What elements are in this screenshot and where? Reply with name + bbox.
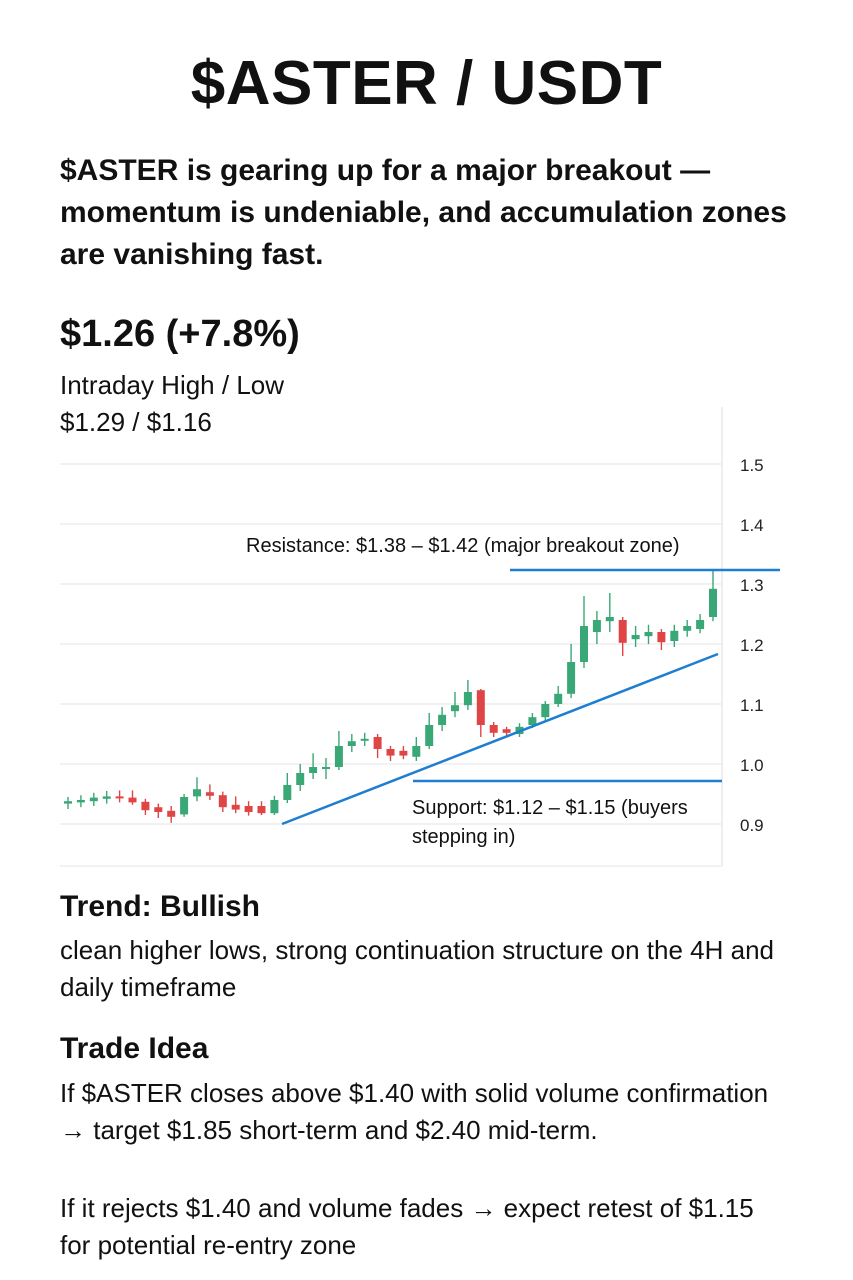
candle-body [360, 738, 369, 741]
candle-body [463, 692, 472, 706]
candle-body [102, 796, 111, 799]
candle-body [296, 773, 305, 785]
candle-body [541, 704, 550, 718]
candle-body [257, 806, 266, 814]
candle-body [605, 617, 614, 622]
candle-body [154, 807, 163, 812]
y-tick-label: 1.4 [740, 516, 764, 535]
candle-body [167, 810, 176, 817]
candle-body [334, 746, 343, 767]
support-annotation-line1: Support: $1.12 – $1.15 (buyers [412, 797, 688, 819]
candle-body [554, 693, 563, 704]
candle-body [489, 725, 498, 733]
candle-body [412, 746, 421, 757]
candle-body [141, 801, 150, 811]
candle-body [205, 792, 214, 796]
candle-body [567, 662, 576, 694]
candle-body [76, 800, 85, 803]
intraday-range-label: Intraday High / Low [60, 370, 285, 400]
candle-body [528, 717, 537, 725]
trend-heading: Trend: Bullish [60, 890, 261, 923]
grid: 0.9 1.0 1.1 1.2 1.3 1.4 1.5 [60, 407, 764, 867]
candle-body [283, 785, 292, 800]
candle-body [399, 750, 408, 756]
y-tick-label: 1.5 [740, 456, 764, 475]
candle-body [373, 737, 382, 749]
candle-body [644, 632, 653, 637]
candle-body [309, 767, 318, 773]
y-tick-label: 0.9 [740, 816, 764, 835]
candlestick-chart: 0.9 1.0 1.1 1.2 1.3 1.4 1.5 Resistance: $1.38 … [60, 407, 780, 867]
support-annotation-line2: stepping in) [412, 826, 515, 848]
current-price: $1.26 (+7.8%) [60, 313, 300, 355]
intraday-range-value: $1.29 / $1.16 [60, 407, 212, 437]
trade-idea-bearish: If it rejects $1.40 and volume fades → e… [60, 1193, 754, 1260]
candle-body [425, 725, 434, 746]
annotations: Resistance: $1.38 – $1.42 (major breakou… [246, 535, 780, 848]
candle-body [683, 626, 692, 631]
candle-body [270, 800, 279, 814]
trend-description: clean higher lows, strong continuation s… [60, 935, 774, 1002]
intro-text: $ASTER is gearing up for a major breakou… [60, 154, 787, 271]
candle-body [618, 620, 627, 643]
trade-idea-bullish: If $ASTER closes above $1.40 with solid … [60, 1078, 769, 1145]
y-tick-label: 1.1 [740, 696, 764, 715]
candle-body [438, 714, 447, 725]
candles [64, 570, 717, 823]
candle-body [231, 804, 240, 810]
candle-body [218, 795, 227, 808]
y-tick-label: 1.2 [740, 636, 764, 655]
candle-body [322, 767, 330, 769]
candle-body [592, 620, 601, 632]
candle-body [580, 626, 588, 662]
resistance-annotation: Resistance: $1.38 – $1.42 (major breakou… [246, 535, 680, 557]
candle-body [502, 729, 511, 733]
candle-body [89, 797, 98, 802]
candle-body [696, 620, 705, 629]
trade-idea-heading: Trade Idea [60, 1032, 209, 1065]
candle-body [115, 796, 124, 799]
candle-body [670, 630, 679, 641]
candle-body [709, 588, 717, 617]
trendline [281, 652, 719, 826]
candle-body [451, 705, 459, 712]
candle-body [180, 797, 189, 815]
candle-body [347, 741, 356, 746]
candle-body [244, 806, 253, 812]
candle-body [657, 632, 666, 643]
candle-body [631, 635, 640, 640]
y-tick-label: 1.3 [740, 576, 764, 595]
candle-body [193, 789, 201, 797]
candle-body [476, 690, 485, 725]
y-tick-label: 1.0 [740, 756, 764, 775]
candle-body [64, 801, 72, 804]
candle-body [386, 749, 395, 756]
candle-body [128, 797, 137, 803]
page-title: $ASTER / USDT [190, 49, 663, 118]
